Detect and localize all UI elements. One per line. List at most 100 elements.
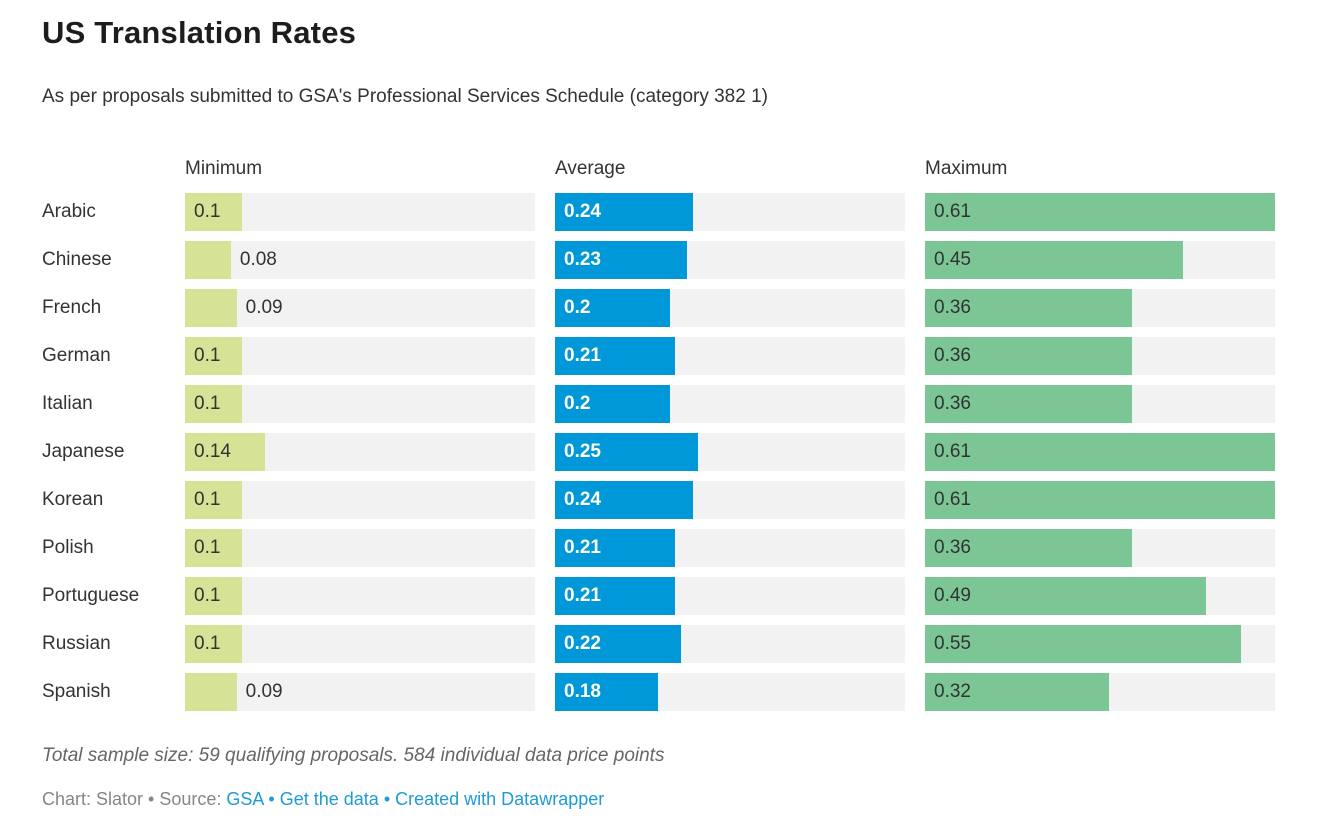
table-row: Italian 0.1 0.2 0.36 (42, 385, 1275, 423)
bar-value-label: 0.49 (934, 585, 971, 606)
byline-separator: • (378, 789, 396, 809)
bar-rows: Arabic 0.1 0.24 0.61 Chinese 0.08 0.23 0.45 Fren… (42, 193, 1275, 711)
bar-value-label: 0.61 (934, 489, 971, 510)
bar (925, 289, 1132, 327)
bar (185, 193, 243, 231)
bar-value-label: 0.14 (194, 441, 231, 462)
language-label: Arabic (42, 201, 96, 222)
table-row: Portuguese 0.1 0.21 0.49 (42, 577, 1275, 615)
bar (555, 481, 693, 519)
bar (185, 289, 237, 327)
bar-value-label: 0.36 (934, 537, 971, 558)
bar (185, 433, 266, 471)
bar-track: 0.21 (555, 577, 905, 615)
bar-value-label: 0.45 (934, 249, 971, 270)
language-label: Chinese (42, 249, 112, 270)
column-headers: Minimum Average Maximum (42, 158, 1275, 180)
bar-value-label: 0.23 (564, 249, 601, 270)
bar-track: 0.14 (185, 433, 535, 471)
bar-value-label: 0.1 (194, 489, 221, 510)
language-label: Italian (42, 393, 93, 414)
bar (555, 241, 687, 279)
bar-track: 0.36 (925, 385, 1275, 423)
bar (555, 529, 676, 567)
source-link-gsa[interactable]: GSA (226, 789, 264, 809)
bar-track: 0.1 (185, 481, 535, 519)
bar-track: 0.55 (925, 625, 1275, 663)
bar-track: 0.24 (555, 193, 905, 231)
bar-track: 0.1 (185, 529, 535, 567)
bar-value-label: 0.08 (239, 249, 277, 270)
bar-track: 0.2 (555, 385, 905, 423)
bar-value-label: 0.18 (564, 681, 601, 702)
bar-value-label: 0.2 (564, 297, 591, 318)
table-row: Arabic 0.1 0.24 0.61 (42, 193, 1275, 231)
bar (555, 673, 659, 711)
bar-track: 0.1 (185, 193, 535, 231)
bar (925, 337, 1132, 375)
bar (925, 529, 1132, 567)
bar (185, 337, 243, 375)
table-row: French 0.09 0.2 0.36 (42, 289, 1275, 327)
bar-value-label: 0.1 (194, 585, 221, 606)
bar (185, 529, 243, 567)
chart-title: US Translation Rates (42, 15, 357, 50)
datawrapper-link[interactable]: Created with Datawrapper (395, 789, 605, 809)
bar (555, 193, 693, 231)
byline-prefix: Chart: Slator • Source: (42, 789, 227, 809)
bar-value-label: 0.61 (934, 201, 971, 222)
get-the-data-link[interactable]: Get the data (279, 789, 379, 809)
language-label: Russian (42, 633, 111, 654)
bar-track: 0.45 (925, 241, 1275, 279)
bar (185, 577, 243, 615)
table-row: Polish 0.1 0.21 0.36 (42, 529, 1275, 567)
bar (185, 241, 231, 279)
bar-track: 0.61 (925, 481, 1275, 519)
bar-value-label: 0.24 (564, 489, 601, 510)
bar (925, 433, 1275, 471)
table-row: Chinese 0.08 0.23 0.45 (42, 241, 1275, 279)
bar-value-label: 0.36 (934, 345, 971, 366)
bar-value-label: 0.21 (564, 345, 601, 366)
bar (555, 337, 676, 375)
chart-footer: Total sample size: 59 qualifying proposa… (42, 744, 1275, 810)
bar-value-label: 0.36 (934, 297, 971, 318)
bar (925, 625, 1241, 663)
bar-track: 0.61 (925, 433, 1275, 471)
bar-track: 0.49 (925, 577, 1275, 615)
bar-value-label: 0.2 (564, 393, 591, 414)
bar-value-label: 0.21 (564, 585, 601, 606)
bar (925, 481, 1275, 519)
chart-container: US Translation Rates As per proposals su… (42, 15, 1275, 810)
bar-track: 0.36 (925, 289, 1275, 327)
bar-value-label: 0.09 (245, 681, 283, 702)
bar-value-label: 0.25 (564, 441, 601, 462)
bar-value-label: 0.36 (934, 393, 971, 414)
bar (555, 433, 699, 471)
byline: Chart: Slator • Source: GSA • Get the da… (42, 788, 1275, 810)
bar-value-label: 0.22 (564, 633, 601, 654)
bar-value-label: 0.1 (194, 633, 221, 654)
language-label: French (42, 297, 102, 318)
table-row: Russian 0.1 0.22 0.55 (42, 625, 1275, 663)
bar (185, 625, 243, 663)
bar-track: 0.2 (555, 289, 905, 327)
chart-subtitle: As per proposals submitted to GSA's Prof… (42, 86, 768, 107)
bar-track: 0.21 (555, 337, 905, 375)
bar (925, 193, 1275, 231)
bar (555, 577, 676, 615)
column-header-maximum: Maximum (925, 158, 1008, 179)
bar (185, 481, 243, 519)
bar (925, 241, 1184, 279)
chart-note: Total sample size: 59 qualifying proposa… (42, 745, 665, 766)
byline-separator: • (263, 789, 280, 809)
bar-track: 0.23 (555, 241, 905, 279)
bar-track: 0.24 (555, 481, 905, 519)
bar-track: 0.1 (185, 625, 535, 663)
language-label: Japanese (42, 441, 125, 462)
bar-track: 0.25 (555, 433, 905, 471)
bar (185, 385, 243, 423)
bar-value-label: 0.1 (194, 393, 221, 414)
column-header-average: Average (555, 158, 626, 179)
bar-track: 0.09 (185, 673, 535, 711)
